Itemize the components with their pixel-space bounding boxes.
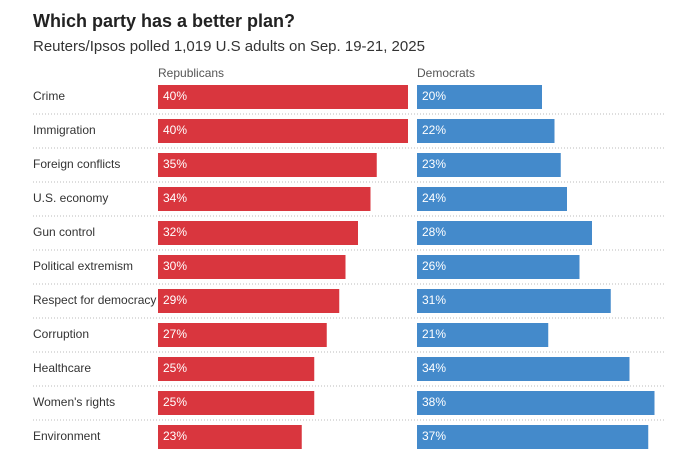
bar xyxy=(158,425,302,449)
bar xyxy=(417,255,580,279)
bar xyxy=(158,153,377,177)
bar xyxy=(417,357,630,381)
category-label: Political extremism xyxy=(33,259,133,273)
bar xyxy=(417,119,555,143)
category-label: Environment xyxy=(33,429,101,443)
value-label: 34% xyxy=(163,191,187,205)
bar xyxy=(417,289,611,313)
bar xyxy=(417,391,655,415)
category-label: Crime xyxy=(33,89,65,103)
value-label: 37% xyxy=(422,429,446,443)
bar xyxy=(158,85,408,109)
category-label: Corruption xyxy=(33,327,89,341)
bar xyxy=(417,425,649,449)
chart-subtitle: Reuters/Ipsos polled 1,019 U.S adults on… xyxy=(33,38,425,55)
category-label: Women's rights xyxy=(33,395,115,409)
legend-label: Democrats xyxy=(417,66,475,80)
bar xyxy=(158,221,358,245)
value-label: 25% xyxy=(163,395,187,409)
value-label: 21% xyxy=(422,327,446,341)
category-label: Gun control xyxy=(33,225,95,239)
legend-label: Republicans xyxy=(158,66,224,80)
category-label: Foreign conflicts xyxy=(33,157,120,171)
value-label: 35% xyxy=(163,157,187,171)
bar xyxy=(158,119,408,143)
value-label: 23% xyxy=(422,157,446,171)
bar xyxy=(158,255,346,279)
bar xyxy=(158,323,327,347)
bar xyxy=(417,323,549,347)
bar xyxy=(158,391,315,415)
value-label: 32% xyxy=(163,225,187,239)
value-label: 22% xyxy=(422,123,446,137)
bar xyxy=(158,357,315,381)
category-label: Healthcare xyxy=(33,361,91,375)
value-label: 28% xyxy=(422,225,446,239)
value-label: 38% xyxy=(422,395,446,409)
bar xyxy=(158,187,371,211)
value-label: 20% xyxy=(422,89,446,103)
category-label: U.S. economy xyxy=(33,191,108,205)
category-label: Immigration xyxy=(33,123,96,137)
bar xyxy=(417,187,567,211)
value-label: 40% xyxy=(163,123,187,137)
value-label: 30% xyxy=(163,259,187,273)
value-label: 23% xyxy=(163,429,187,443)
value-label: 25% xyxy=(163,361,187,375)
value-label: 40% xyxy=(163,89,187,103)
value-label: 31% xyxy=(422,293,446,307)
value-label: 29% xyxy=(163,293,187,307)
value-label: 24% xyxy=(422,191,446,205)
value-label: 34% xyxy=(422,361,446,375)
category-label: Respect for democracy xyxy=(33,293,156,307)
bar xyxy=(158,289,340,313)
bar xyxy=(417,85,542,109)
value-label: 27% xyxy=(163,327,187,341)
bar xyxy=(417,153,561,177)
bar xyxy=(417,221,592,245)
chart-title: Which party has a better plan? xyxy=(33,11,295,31)
value-label: 26% xyxy=(422,259,446,273)
